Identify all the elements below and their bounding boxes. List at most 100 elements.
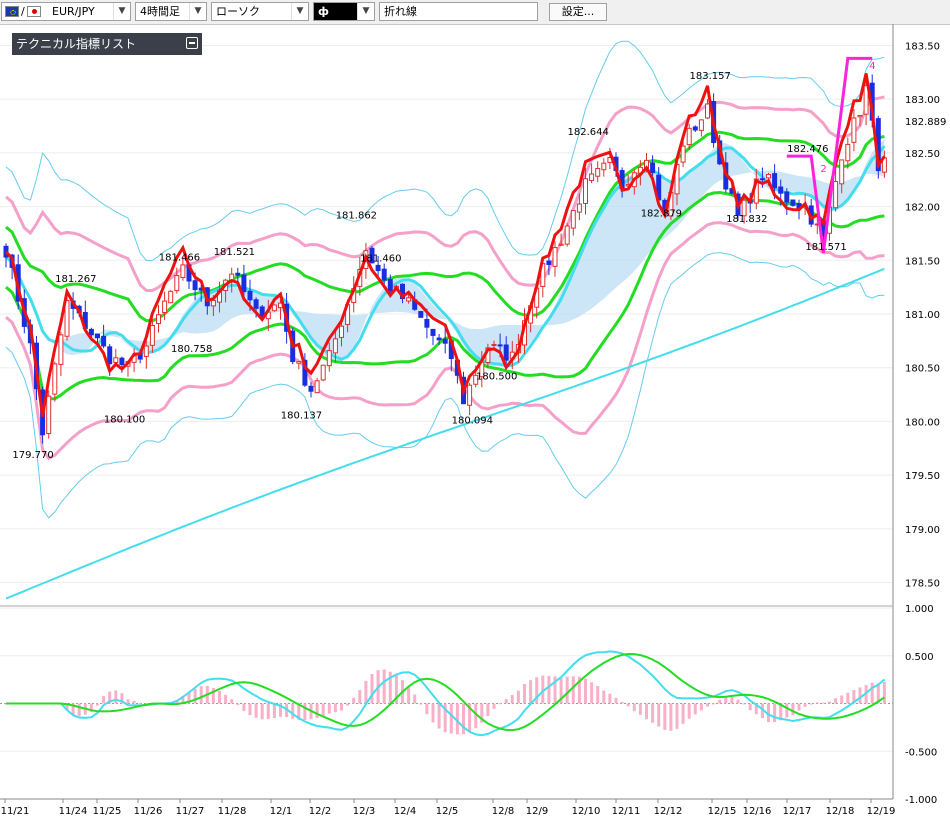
line-color-select[interactable]: ф ▼ bbox=[313, 2, 375, 21]
macd-hist-bar bbox=[303, 703, 307, 720]
macd-hist-bar bbox=[510, 694, 514, 704]
date-label: 12/1 bbox=[270, 806, 292, 817]
price-annotations: 179.770 181.267 180.100 181.466 180.758 181.5… bbox=[12, 71, 846, 461]
date-label: 11/21 bbox=[1, 806, 30, 817]
date-label: 12/19 bbox=[867, 806, 896, 817]
macd-hist-bar bbox=[870, 682, 874, 704]
candlesticks bbox=[3, 72, 887, 444]
candle-body bbox=[705, 103, 710, 119]
macd-hist-bar bbox=[407, 686, 411, 704]
timeframe-label: 4時間足 bbox=[140, 5, 180, 18]
long-ma-line bbox=[5, 267, 885, 600]
macd-hist-bar bbox=[876, 683, 880, 704]
macd-hist-bar bbox=[321, 703, 325, 716]
macd-hist-bar bbox=[248, 703, 252, 716]
candle-body bbox=[247, 290, 253, 301]
macd-hist-bar bbox=[462, 703, 465, 735]
macd-hist-bar bbox=[571, 676, 575, 704]
chevron-down-icon[interactable]: ▼ bbox=[113, 3, 130, 20]
eu-flag-icon bbox=[5, 6, 19, 17]
date-label: 12/4 bbox=[394, 806, 416, 817]
chart-style-select[interactable]: ローソク ▼ bbox=[211, 2, 309, 21]
macd-pane: 1.000 0.500 -0.500 -1.000 bbox=[4, 604, 937, 806]
price-chart[interactable]: 2 4 179.770181.267180.100181.466180.75818… bbox=[0, 24, 950, 821]
minimize-icon[interactable] bbox=[186, 37, 198, 49]
macd-hist-bar bbox=[681, 703, 685, 724]
zigzag-label: 2 bbox=[820, 164, 826, 175]
candle-body bbox=[558, 243, 564, 246]
macd-hist-bar bbox=[474, 703, 478, 729]
candle-body bbox=[845, 143, 851, 162]
candle-body bbox=[149, 325, 155, 346]
macd-hist-bar bbox=[340, 703, 343, 711]
symbol-select[interactable]: / EUR/JPY ▼ bbox=[1, 2, 131, 21]
macd-tick-label: 1.000 bbox=[905, 604, 934, 615]
candle-body bbox=[143, 345, 149, 357]
candle-body bbox=[296, 361, 302, 364]
candle-body bbox=[253, 299, 259, 309]
macd-hist-bar bbox=[657, 703, 661, 727]
macd-hist-bar bbox=[382, 669, 386, 704]
macd-hist-bar bbox=[645, 703, 648, 720]
price-annotation: 182.879 bbox=[641, 208, 682, 219]
date-label: 11/27 bbox=[176, 806, 205, 817]
macd-hist-bar bbox=[724, 696, 728, 704]
date-label: 12/12 bbox=[654, 806, 683, 817]
macd-hist-bar bbox=[529, 680, 533, 704]
candle-body bbox=[406, 297, 412, 302]
timeframe-select[interactable]: 4時間足 ▼ bbox=[135, 2, 207, 21]
candle-body bbox=[107, 346, 113, 365]
macd-hist-bar bbox=[358, 690, 362, 704]
candle-body bbox=[442, 338, 448, 344]
date-label: 12/5 bbox=[436, 806, 458, 817]
macd-hist-bar bbox=[687, 703, 691, 719]
chevron-down-icon[interactable]: ▼ bbox=[189, 3, 206, 20]
candle-body bbox=[839, 159, 845, 185]
macd-hist-bar bbox=[431, 703, 435, 723]
date-label: 11/25 bbox=[93, 806, 122, 817]
macd-hist-bar bbox=[132, 700, 136, 704]
macd-hist-bar bbox=[858, 687, 862, 704]
macd-hist-bar bbox=[596, 685, 600, 704]
macd-hist-bar bbox=[516, 690, 520, 704]
price-annotation: 181.832 bbox=[726, 214, 767, 225]
macd-hist-bar bbox=[370, 674, 374, 704]
macd-hist-bar bbox=[297, 703, 301, 720]
macd-hist-bar bbox=[65, 703, 69, 711]
price-tick-label: 182.00 bbox=[905, 203, 940, 214]
date-label: 12/2 bbox=[309, 806, 331, 817]
candle-body bbox=[784, 191, 790, 203]
candle-body bbox=[430, 328, 436, 336]
macd-hist-bar bbox=[291, 703, 295, 719]
settings-button[interactable]: 設定... bbox=[549, 3, 607, 21]
macd-hist-bar bbox=[315, 703, 319, 719]
macd-hist-bar bbox=[742, 703, 746, 705]
macd-hist-bar bbox=[455, 703, 459, 735]
macd-tick-label: -1.000 bbox=[905, 795, 937, 806]
candle-body bbox=[271, 304, 277, 312]
chevron-down-icon[interactable]: ▼ bbox=[291, 3, 308, 20]
price-tick-label: 182.50 bbox=[905, 149, 940, 160]
line-type-field[interactable]: 折れ線 bbox=[379, 2, 538, 21]
candle-body bbox=[326, 350, 332, 367]
band-lower-line bbox=[5, 252, 885, 519]
zigzag-label: 4 bbox=[869, 61, 875, 72]
macd-hist-bar bbox=[138, 702, 142, 704]
price-annotation: 180.137 bbox=[281, 410, 322, 421]
macd-hist-bar bbox=[699, 703, 703, 711]
chevron-down-icon[interactable]: ▼ bbox=[357, 3, 374, 20]
macd-hist-bar bbox=[388, 671, 392, 704]
technical-indicator-panel[interactable]: テクニカル指標リスト bbox=[12, 33, 202, 55]
price-annotation: 179.770 bbox=[12, 450, 53, 461]
macd-hist-bar bbox=[364, 680, 368, 704]
macd-hist-bar bbox=[614, 697, 618, 704]
candle-body bbox=[503, 344, 509, 361]
macd-hist-bar bbox=[736, 699, 740, 704]
date-label: 12/15 bbox=[708, 806, 737, 817]
candle-body bbox=[381, 268, 387, 281]
macd-hist-bar bbox=[828, 701, 831, 704]
macd-hist-bar bbox=[352, 697, 356, 704]
band-lower-line bbox=[5, 221, 885, 461]
macd-hist-bar bbox=[559, 677, 563, 704]
macd-hist-bar bbox=[730, 696, 734, 704]
